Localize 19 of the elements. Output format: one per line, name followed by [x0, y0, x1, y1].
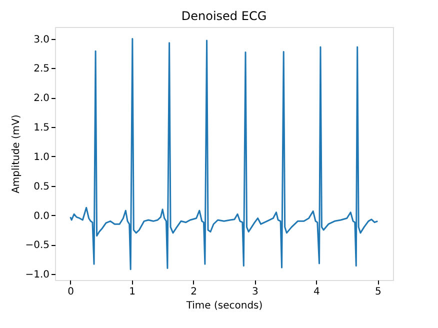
x-axis-title: Time (seconds)	[185, 300, 263, 312]
line-series	[70, 38, 378, 270]
chart-title: Denoised ECG	[181, 9, 267, 23]
x-tick-label: 4	[313, 286, 320, 298]
x-tick-label: 1	[129, 286, 136, 298]
x-tick-label: 3	[252, 286, 258, 298]
y-tick-label: 0.5	[34, 181, 50, 192]
y-tick-label: 2.5	[34, 64, 50, 75]
y-tick-label: 1.5	[34, 122, 50, 134]
x-tick-label: 0	[68, 286, 74, 298]
y-axis-title: Amplitude (mV)	[11, 114, 22, 194]
x-tick-label: 5	[374, 286, 382, 298]
x-tick-label: 2	[190, 286, 197, 298]
y-tick-label: 2.0	[34, 93, 50, 104]
y-tick-label: −1.0	[25, 270, 50, 281]
y-tick-label: 1.0	[34, 152, 50, 163]
y-tick-label: 0.0	[34, 210, 50, 222]
y-tick-label: 3.0	[34, 34, 50, 46]
y-tick-label: −0.5	[25, 240, 50, 252]
